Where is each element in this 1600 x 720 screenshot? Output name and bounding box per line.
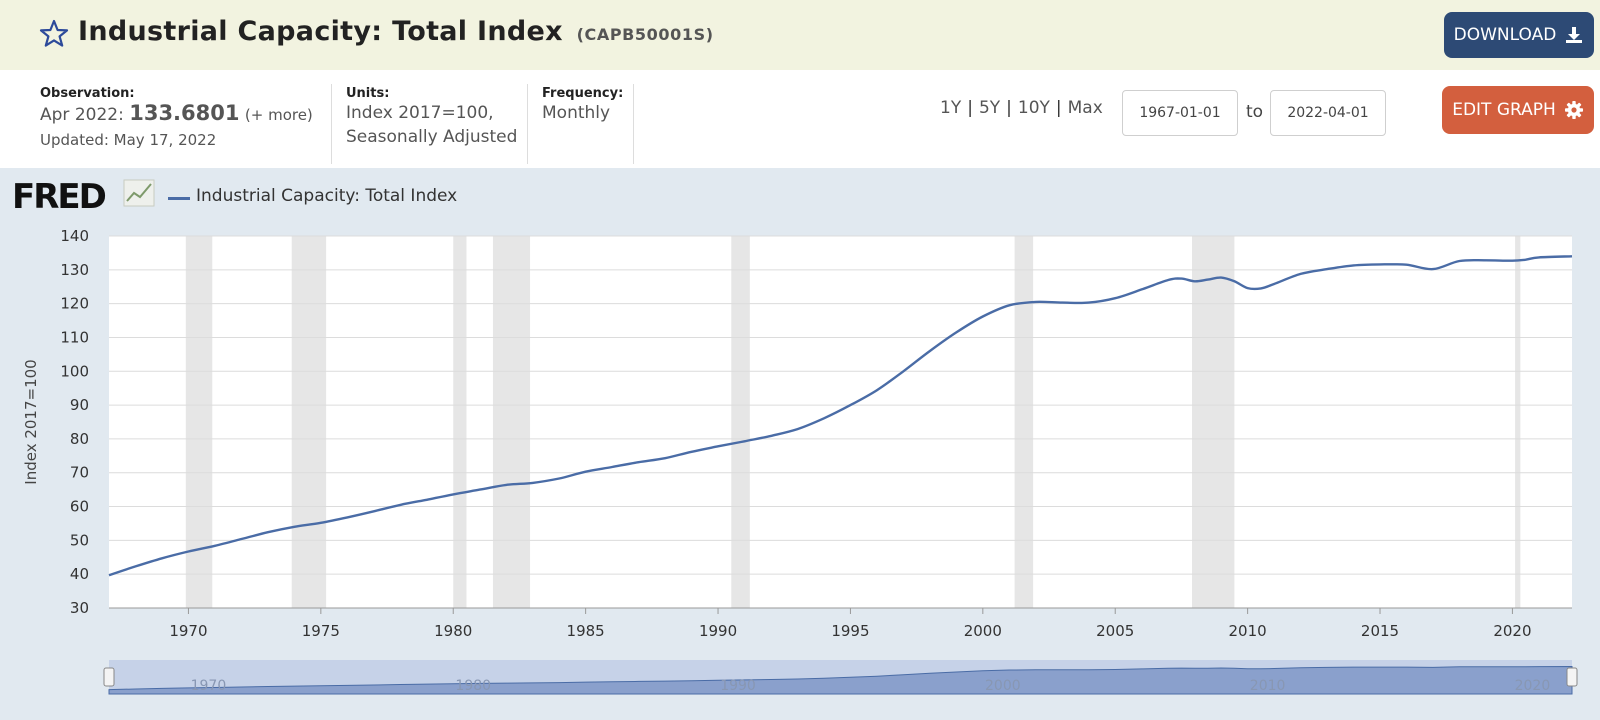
x-tick-label: 2010 [1229, 622, 1267, 640]
range-5y-button[interactable]: 5Y [978, 98, 1001, 118]
recession-bar [1192, 236, 1235, 608]
x-tick-label: 1975 [302, 622, 340, 640]
navigator-ticks: 1970 1980 1990 2000 2010 2020 [191, 678, 1551, 694]
recession-bar [731, 236, 750, 608]
units-line-1: Index 2017=100, [346, 103, 494, 123]
recession-bar [453, 236, 467, 608]
range-max-button[interactable]: Max [1067, 98, 1103, 118]
observation-block: Observation: Apr 2022: 133.6801 (+ more)… [40, 84, 332, 164]
y-axis-ticks: 30 40 50 60 70 80 90 100 110 120 130 140 [60, 227, 89, 617]
observation-value: 133.6801 [129, 101, 240, 125]
page-title: Industrial Capacity: Total Index (CAPB50… [78, 16, 714, 47]
observation-label: Observation: [40, 86, 135, 101]
legend-label: Industrial Capacity: Total Index [196, 186, 458, 206]
to-label: to [1246, 102, 1264, 122]
updated-date: Updated: May 17, 2022 [40, 131, 217, 149]
y-tick-label: 50 [70, 531, 89, 549]
x-tick-label: 1970 [169, 622, 207, 640]
y-tick-label: 80 [70, 430, 89, 448]
navigator-area [108, 665, 1573, 695]
fred-logo-text: FRED [12, 177, 106, 217]
recession-bar [492, 236, 531, 608]
fred-logo-icon [123, 179, 155, 207]
navigator-right-handle[interactable] [1566, 667, 1578, 687]
y-axis-label: Index 2017=100 [22, 359, 40, 484]
units-line-2: Seasonally Adjusted [346, 127, 518, 147]
navigator-tick-label: 2010 [1250, 678, 1286, 694]
page-header: Industrial Capacity: Total Index (CAPB50… [0, 0, 1600, 70]
y-tick-label: 30 [70, 599, 89, 617]
navigator-tick-label: 1970 [191, 678, 227, 694]
plot-area [109, 236, 1572, 608]
fred-logo-trend [126, 183, 152, 202]
end-date-input[interactable] [1270, 90, 1386, 136]
y-tick-label: 90 [70, 396, 89, 414]
y-tick-label: 100 [60, 362, 89, 380]
x-tick-label: 1980 [434, 622, 472, 640]
observation-date: Apr 2022: [40, 105, 124, 125]
range-10y-button[interactable]: 10Y [1017, 98, 1050, 118]
range-navigator[interactable]: 1970 1980 1990 2000 2010 2020 [103, 660, 1578, 695]
download-label: DOWNLOAD [1453, 25, 1557, 45]
edit-graph-label: EDIT GRAPH [1452, 100, 1556, 120]
navigator-left-handle[interactable] [103, 667, 115, 687]
y-tick-label: 60 [70, 498, 89, 516]
units-label: Units: [346, 86, 390, 101]
frequency-label: Frequency: [542, 86, 624, 101]
navigator-tick-label: 1990 [720, 678, 756, 694]
edit-graph-button[interactable]: EDIT GRAPH [1442, 86, 1594, 134]
range-1y-button[interactable]: 1Y [940, 98, 962, 118]
recession-bar [1515, 236, 1521, 608]
x-axis-ticks: 1970 1975 1980 1985 1990 1995 2000 2005 2010 2015… [169, 608, 1532, 640]
star-icon[interactable] [38, 18, 70, 50]
more-link[interactable]: (+ more) [244, 106, 313, 124]
download-icon [1566, 27, 1583, 43]
x-tick-label: 2020 [1493, 622, 1531, 640]
y-tick-label: 110 [60, 328, 89, 346]
series-id: (CAPB50001S) [576, 25, 714, 44]
series-info-panel: Observation: Apr 2022: 133.6801 (+ more)… [0, 70, 1600, 168]
x-tick-label: 2005 [1096, 622, 1134, 640]
grid-lines [109, 235, 1572, 609]
observation-value-line: Apr 2022: 133.6801 (+ more) [40, 101, 331, 127]
y-tick-label: 130 [60, 261, 89, 279]
download-button[interactable]: DOWNLOAD [1444, 12, 1594, 58]
gear-icon [1564, 101, 1583, 119]
series-title: Industrial Capacity: Total Index [78, 16, 563, 47]
y-tick-label: 40 [70, 565, 89, 583]
range-selector: 1Y | 5Y | 10Y | Max [940, 98, 1103, 118]
x-tick-label: 1995 [831, 622, 869, 640]
frequency-value: Monthly [542, 103, 611, 123]
recession-bar [291, 236, 327, 608]
y-tick-label: 140 [60, 227, 89, 245]
series-line [108, 255, 1573, 577]
navigator-tick-label: 1980 [455, 678, 491, 694]
frequency-block: Frequency: Monthly [542, 84, 634, 164]
recession-bar [1014, 236, 1034, 608]
legend-swatch [168, 197, 190, 200]
x-tick-label: 2000 [964, 622, 1002, 640]
units-block: Units: Index 2017=100, Seasonally Adjust… [346, 84, 528, 164]
navigator-tick-label: 2020 [1515, 678, 1551, 694]
fred-logo: FRED [12, 177, 155, 217]
start-date-input[interactable] [1122, 90, 1238, 136]
y-tick-label: 70 [70, 464, 89, 482]
y-tick-label: 120 [60, 295, 89, 313]
recession-shading [185, 236, 1521, 608]
navigator-tick-label: 2000 [985, 678, 1021, 694]
x-tick-label: 1990 [699, 622, 737, 640]
recession-bar [185, 236, 213, 608]
x-tick-label: 1985 [567, 622, 605, 640]
x-tick-label: 2015 [1361, 622, 1399, 640]
